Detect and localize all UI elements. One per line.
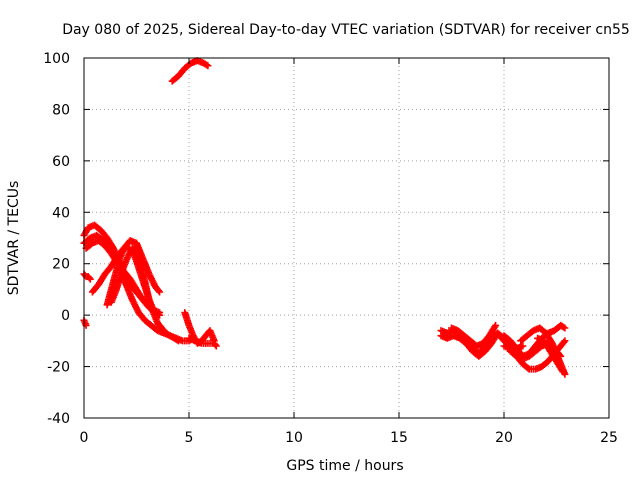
data-point [212, 342, 220, 350]
y-tick-label: 80 [52, 102, 70, 118]
data-point [81, 271, 89, 279]
plot-frame [83, 57, 610, 419]
data-point [560, 338, 568, 346]
data-point [156, 311, 164, 319]
series-arc-n [448, 321, 500, 350]
data-point [211, 341, 219, 349]
data-point [561, 337, 569, 345]
data-point [556, 351, 564, 359]
x-axis-label: GPS time / hours [286, 458, 403, 474]
y-tick-label: 40 [52, 205, 70, 221]
data-point [85, 274, 93, 282]
data-point [86, 275, 94, 283]
y-tick-label: 60 [52, 154, 70, 170]
x-tick-label: 5 [185, 430, 194, 446]
y-tick-label: 100 [43, 51, 70, 67]
data-point [175, 337, 182, 345]
data-point [492, 321, 500, 329]
x-tick-label: 15 [390, 430, 408, 446]
data-point [559, 368, 567, 376]
series-arc-k [168, 57, 212, 85]
data-point [524, 364, 532, 372]
data-point [491, 323, 499, 331]
data-point [173, 336, 181, 344]
series-arc-s [534, 334, 567, 376]
data-point [560, 323, 567, 331]
series-arc-j [185, 334, 220, 350]
x-tick-label: 25 [600, 430, 618, 446]
axis-ticks: 0 5 10 15 20 25 -40 -20 0 20 40 60 80 100 [43, 51, 618, 446]
y-tick-label: 0 [61, 308, 70, 324]
x-tick-label: 0 [80, 430, 89, 446]
y-tick-label: -40 [47, 411, 70, 427]
x-tick-label: 10 [285, 430, 303, 446]
data-point [155, 287, 163, 295]
data-point [561, 324, 569, 332]
y-tick-label: -20 [47, 360, 70, 376]
y-axis-label: SDTVAR / TECUs [6, 181, 22, 296]
series-arc-f [107, 244, 157, 314]
data-point [557, 352, 565, 360]
chart-title: Day 080 of 2025, Sidereal Day-to-day VTE… [62, 22, 630, 38]
data-point [558, 366, 566, 374]
grid-lines [84, 58, 609, 418]
data-point [203, 61, 210, 69]
data-point [149, 306, 157, 314]
x-tick-label: 20 [495, 430, 513, 446]
data-point [519, 342, 527, 350]
data-point [204, 62, 212, 70]
y-tick-label: 20 [52, 257, 70, 273]
data-point [156, 288, 164, 296]
data-points [80, 57, 569, 378]
